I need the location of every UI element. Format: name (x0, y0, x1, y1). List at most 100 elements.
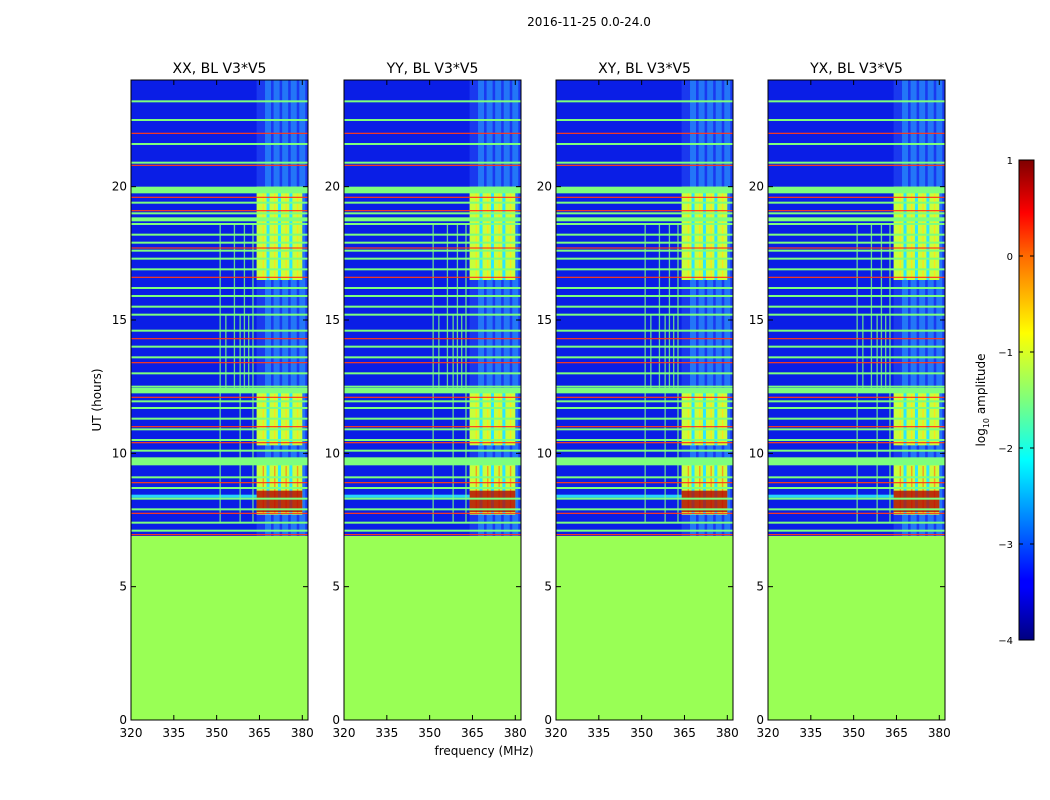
flagged-row (556, 400, 733, 403)
rfi-patch (687, 466, 690, 513)
flagged-row-red (344, 132, 521, 134)
panel-image (768, 80, 945, 720)
flagged-row (131, 417, 308, 420)
rfi-patch (274, 188, 276, 278)
x-tick-label: 320 (545, 726, 568, 740)
rfi-separator (714, 464, 718, 515)
flagged-row-red (131, 512, 308, 514)
y-tick-label: 20 (749, 180, 764, 194)
flagged-row-red (131, 276, 308, 278)
panel-frame (130, 79, 309, 721)
flagged-row (344, 295, 521, 297)
flagged-row-red (556, 442, 733, 444)
flagged-row (556, 161, 733, 164)
y-tick-label: 0 (332, 713, 340, 727)
flagged-row (556, 439, 733, 441)
flagged-band (768, 457, 945, 466)
flagged-row (556, 449, 733, 452)
rfi-patch (475, 466, 478, 513)
figure-title: 2016-11-25 0.0-24.0 (527, 15, 651, 29)
flagged-row (556, 295, 733, 297)
flagged-row (556, 233, 733, 236)
glow-line (556, 494, 682, 498)
flagged-row (768, 372, 945, 375)
rfi-stripe (910, 80, 917, 536)
flagged-band (556, 217, 733, 222)
x-axis-label: frequency (MHz) (434, 744, 533, 758)
colorbar-tick-label: −2 (998, 444, 1013, 455)
rfi-stripe (707, 80, 714, 536)
rfi-separator (903, 186, 907, 280)
panel-frame (343, 79, 522, 721)
rfi-separator (266, 186, 270, 280)
flagged-row (768, 487, 945, 489)
flagged-row-red (344, 512, 521, 514)
flagged-row (344, 428, 521, 431)
flagged-row (344, 508, 521, 511)
rfi-patch (487, 466, 489, 513)
flagged-row (131, 233, 308, 236)
panel-4: YX, BL V3*V5 320 335 350 365 380 0 5 10 15 20 (749, 61, 951, 740)
y-tick-label: 0 (544, 713, 552, 727)
flagged-row (344, 233, 521, 236)
hot-band (469, 490, 516, 512)
flagged-row (556, 143, 733, 145)
colorbar-label: log10 amplitude (974, 354, 991, 447)
y-tick-label: 10 (325, 446, 340, 460)
x-tick-label: 380 (504, 726, 527, 740)
rfi-separator (691, 186, 695, 280)
flagged-row-red (556, 210, 733, 212)
glow-line (131, 494, 257, 498)
rfi-separator (479, 186, 483, 280)
rfi-separator (289, 464, 293, 515)
flagged-band (556, 388, 733, 394)
rfi-separator (502, 464, 506, 515)
flagged-row-red (768, 276, 945, 278)
flagged-row-red (131, 534, 308, 536)
flagged-band (131, 388, 308, 394)
rfi-stripe (927, 80, 934, 536)
flagged-row-red (768, 512, 945, 514)
x-tick-label: 380 (716, 726, 739, 740)
colorbar-tick-label: −4 (998, 636, 1013, 647)
flagged-row (131, 428, 308, 431)
rfi-stripe (299, 80, 306, 536)
y-tick-label: 20 (325, 180, 340, 194)
rfi-stripe (478, 80, 485, 536)
rfi-stripe (495, 80, 502, 536)
flagged-row-red (344, 426, 521, 428)
rfi-patch (509, 188, 512, 278)
flagged-row (768, 439, 945, 441)
y-tick-label: 10 (749, 446, 764, 460)
x-tick-label: 335 (375, 726, 398, 740)
panel-title: XX, BL V3*V5 (173, 61, 267, 77)
flagged-row (556, 521, 733, 524)
y-axis-label: UT (hours) (90, 368, 104, 431)
flagged-row (768, 385, 945, 388)
flagged-row-red (556, 512, 733, 514)
flagged-row (131, 487, 308, 489)
flagged-row (556, 305, 733, 308)
x-tick-label: 380 (928, 726, 951, 740)
flagged-row (131, 400, 308, 403)
flagged-row-red (768, 362, 945, 364)
flagged-row (344, 249, 521, 252)
rfi-separator (702, 186, 706, 280)
flagged-row (768, 476, 945, 479)
rfi-patch (296, 466, 299, 513)
flagged-row-red (768, 396, 945, 398)
flagged-row-red (131, 362, 308, 364)
flagged-row (556, 257, 733, 260)
rfi-stripe (902, 80, 909, 536)
flagged-band (556, 457, 733, 466)
rfi-patch (933, 188, 936, 278)
flagged-row (344, 356, 521, 359)
flagged-row-red (344, 482, 521, 484)
colorbar-tick-label: −3 (998, 540, 1013, 551)
flagged-row (344, 476, 521, 479)
spike-line (461, 314, 463, 390)
rfi-patch (710, 188, 712, 278)
flagged-row (131, 100, 308, 103)
flagged-row (556, 529, 733, 532)
flagged-row-red (131, 247, 308, 249)
